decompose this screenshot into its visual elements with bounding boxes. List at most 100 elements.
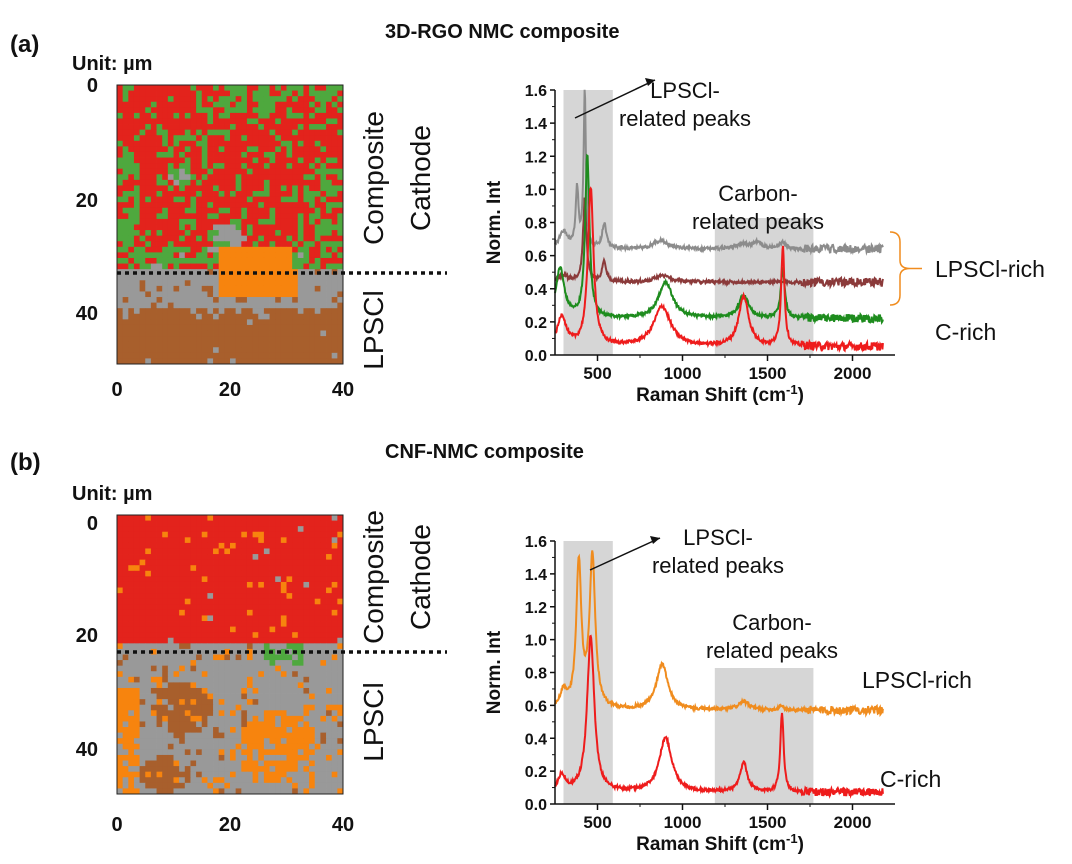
map-b-cell: [331, 699, 338, 706]
map-b-cell: [286, 615, 293, 622]
map-a-cell: [156, 146, 163, 153]
map-b-cell: [184, 604, 191, 611]
map-a-cell: [297, 112, 304, 119]
map-b-cell: [117, 782, 124, 789]
map-b-cell: [269, 593, 276, 600]
map-a-cell: [252, 358, 259, 365]
map-b-cell: [292, 732, 299, 739]
map-a-cell: [122, 330, 129, 337]
map-b-cell: [326, 682, 333, 689]
map-a-cell: [207, 269, 214, 276]
map-b-cell: [252, 593, 259, 600]
map-b-cell: [162, 660, 169, 667]
map-b-cell: [292, 766, 299, 773]
map-b-cell: [258, 665, 265, 672]
map-b-cell: [218, 615, 225, 622]
map-a-cell: [275, 174, 282, 181]
map-b-cell: [133, 576, 140, 583]
map-b-cell: [139, 788, 146, 795]
map-a-cell: [218, 235, 225, 242]
map-a-cell: [224, 140, 231, 147]
map-b-cell: [286, 693, 293, 700]
map-b-cell: [258, 565, 265, 572]
map-b-cell: [179, 777, 186, 784]
map-b-cell: [292, 743, 299, 750]
map-b-cell: [145, 788, 152, 795]
map-b-cell: [179, 738, 186, 745]
map-b-cell: [320, 554, 327, 561]
map-a-cell: [314, 129, 321, 136]
map-a-cell: [139, 246, 146, 253]
map-a-cell: [184, 274, 191, 281]
map-b-cell: [258, 654, 265, 661]
map-a-cell: [246, 352, 253, 359]
map-b-cell: [258, 676, 265, 683]
map-b-cell: [184, 537, 191, 544]
map-a-cell: [263, 118, 270, 125]
map-b-cell: [196, 660, 203, 667]
map-b-cell: [196, 598, 203, 605]
map-a-cell: [258, 185, 265, 192]
map-a-cell: [139, 297, 146, 304]
map-b-cell: [133, 520, 140, 527]
map-b-cell: [297, 621, 304, 627]
map-b-cell: [235, 581, 242, 588]
map-a-cell: [224, 129, 231, 136]
map-b-cell: [224, 626, 231, 633]
map-a-cell: [190, 85, 197, 91]
map-a-cell: [337, 191, 344, 197]
map-b-cell: [258, 570, 265, 577]
map-b-cell: [139, 609, 146, 616]
map-b-cell: [269, 788, 276, 795]
map-a-cell: [303, 246, 310, 253]
map-a-cell: [235, 213, 242, 220]
map-b-cell: [213, 660, 220, 667]
map-b-cell: [235, 732, 242, 739]
map-a-cell: [309, 179, 316, 186]
map-a-cell: [309, 118, 316, 125]
map-b-cell: [337, 754, 344, 761]
map-b-cell: [128, 766, 135, 773]
map-a-cell: [326, 140, 333, 147]
map-a-cell: [235, 280, 242, 287]
map-b-cell: [246, 766, 253, 773]
map-b-cell: [286, 609, 293, 616]
map-b-cell: [184, 632, 191, 639]
map-b-cell: [179, 704, 186, 711]
map-b-cell: [303, 693, 310, 700]
map-b-cell: [252, 671, 259, 678]
map-b-cell: [292, 548, 299, 555]
map-a-cell: [303, 85, 310, 91]
map-b-cell: [179, 749, 186, 756]
map-a-cell: [320, 241, 327, 248]
map-a-cell: [224, 280, 231, 287]
map-b-cell: [263, 743, 270, 750]
map-a-cell: [156, 330, 163, 337]
map-b-cell: [280, 643, 287, 650]
map-a-cell: [309, 252, 316, 259]
map-b-cell: [196, 710, 203, 717]
map-b-cell: [201, 559, 208, 566]
map-b-cell: [326, 766, 333, 773]
map-b-cell: [122, 732, 129, 739]
map-b-cell: [326, 531, 333, 538]
map-b-cell: [235, 526, 242, 533]
map-a-cell: [269, 313, 276, 320]
map-b-cell: [145, 548, 152, 555]
map-b-cell: [190, 554, 197, 561]
map-a-cell: [201, 129, 208, 136]
map-a-cell: [269, 274, 276, 281]
map-b-cell: [303, 581, 310, 588]
map-b-cell: [196, 526, 203, 533]
map-a-cell: [117, 297, 124, 304]
map-a-cell: [133, 291, 140, 298]
map-b-cell: [117, 537, 124, 544]
map-b-cell: [179, 570, 186, 577]
map-b-cell: [145, 738, 152, 745]
y-axis-label: Norm. Int: [484, 630, 505, 714]
map-b-cell: [167, 581, 174, 588]
map-b-cell: [196, 687, 203, 694]
map-a-cell: [207, 352, 214, 359]
map-b-cell: [292, 710, 299, 717]
map-b-cell: [303, 621, 310, 627]
